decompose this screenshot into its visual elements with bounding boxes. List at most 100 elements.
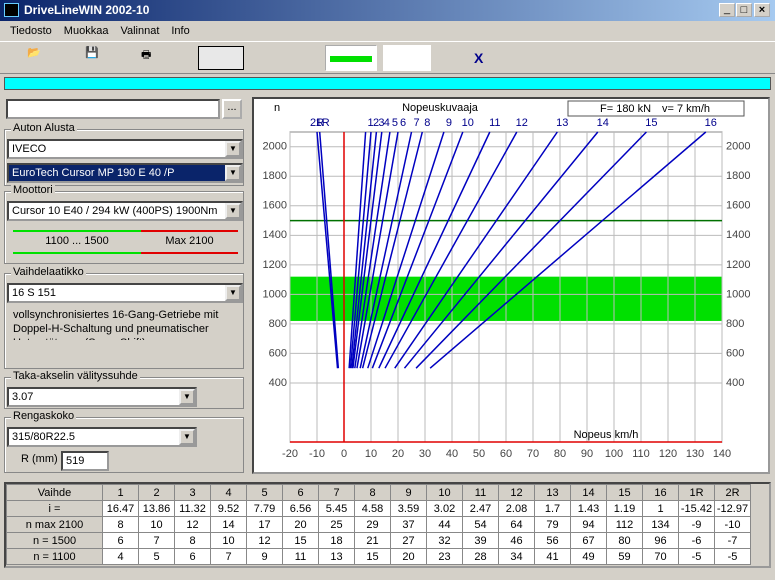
row-label: i = <box>6 500 103 517</box>
axle-group: Taka-akselin välityssuhde 3.07 ▼ <box>4 370 244 409</box>
x-button[interactable]: X <box>474 50 484 66</box>
gear-line <box>367 131 445 369</box>
table-cell: 9.52 <box>210 500 247 517</box>
table-cell: 28 <box>462 548 499 565</box>
gear-line <box>415 131 647 369</box>
gear-label: 3 <box>378 117 384 129</box>
table-cell: 1.43 <box>570 500 607 517</box>
x-tick-label: 140 <box>713 448 731 460</box>
make-select[interactable]: IVECO ▼ <box>7 139 243 159</box>
header-cell: 7 <box>318 484 355 501</box>
header-row: Vaihde 1 2 3 4 5 6 7 8 9 10 11 12 13 14 15 16 1R 2R <box>6 484 751 501</box>
force-text: F= 180 kN <box>600 103 651 115</box>
table-cell: 4 <box>102 548 139 565</box>
browse-button[interactable]: ... <box>222 99 242 119</box>
engine-select[interactable]: Cursor 10 E40 / 294 kW (400PS) 1900Nm ▼ <box>7 201 243 221</box>
table-cell: 49 <box>570 548 607 565</box>
table-cell: -5 <box>678 548 715 565</box>
table-cell: 96 <box>642 532 679 549</box>
info-box <box>567 100 745 117</box>
range-text: 1100 ... 1500 <box>45 235 109 247</box>
table-row: n max 2100 8 10 12 14 17 20 25 29 37 44 54 64 79 94 112… <box>6 516 751 533</box>
y-tick-label-right: 2000 <box>726 141 750 153</box>
header-cell: 9 <box>390 484 427 501</box>
menu-item[interactable]: Valinnat <box>120 25 160 37</box>
table-cell: 3.59 <box>390 500 427 517</box>
table-cell: 79 <box>534 516 571 533</box>
y-tick-label-right: 400 <box>726 377 744 389</box>
table-cell: -10 <box>714 516 751 533</box>
gearbox-group: Vaihdelaatikko 16 S 151 ▼ vollsynchronisi… <box>4 266 244 369</box>
table-cell: 15 <box>282 532 319 549</box>
x-tick-label: 40 <box>446 448 458 460</box>
select-text: 315/80R22.5 <box>12 431 75 443</box>
table-cell: 80 <box>606 532 643 549</box>
header-cell: 2 <box>138 484 175 501</box>
row-label: n = 1100 <box>6 548 103 565</box>
table-cell: 7 <box>210 548 247 565</box>
file-field[interactable] <box>6 99 220 119</box>
y-tick-label-right: 600 <box>726 347 744 359</box>
menu-item[interactable]: Muokkaa <box>63 25 109 37</box>
y-tick-label: 400 <box>269 377 287 389</box>
x-axis-label: Nopeus km/h <box>574 429 639 441</box>
gear-line <box>349 131 372 369</box>
radius-input[interactable]: 519 <box>61 451 109 471</box>
y-axis-label: n <box>274 102 280 114</box>
open-button[interactable]: 📂 <box>26 45 54 71</box>
tyre-select[interactable]: 315/80R22.5 ▼ <box>7 427 197 447</box>
maximize-button[interactable]: □ <box>736 3 752 17</box>
gear-line <box>356 131 399 369</box>
menu-item[interactable]: Tiedosto <box>10 25 52 37</box>
gearbox-select[interactable]: 16 S 151 ▼ <box>7 283 243 303</box>
select-text: 16 S 151 <box>12 287 57 299</box>
header-cell: 1 <box>102 484 139 501</box>
table-cell: 34 <box>498 548 535 565</box>
header-cell: 11 <box>462 484 499 501</box>
table-cell: 20 <box>282 516 319 533</box>
table-cell: 5.45 <box>318 500 355 517</box>
table-cell: -6 <box>678 532 715 549</box>
table-cell: 14 <box>210 516 247 533</box>
table-cell: -7 <box>714 532 751 549</box>
x-tick-label: -10 <box>309 448 325 460</box>
save-button[interactable]: 💾 <box>84 45 112 71</box>
x-tick-label: -20 <box>282 448 298 460</box>
table-cell: 11 <box>282 548 319 565</box>
table-cell: 8 <box>102 516 139 533</box>
table-cell: 9 <box>246 548 283 565</box>
minimize-button[interactable]: _ <box>719 3 735 17</box>
table-row: n = 1100 4 5 6 7 9 11 13 15 20 23 28 34 41 49 59 70 -5 -5 <box>6 548 751 565</box>
gear-label: 1R <box>316 117 330 129</box>
gear-label: 14 <box>597 117 609 129</box>
table-cell: 67 <box>570 532 607 549</box>
chart-panel: n Nopeuskuvaaja F= 180 kN v= 7 km/h -20-… <box>252 97 770 474</box>
gear-line <box>359 131 413 369</box>
y-tick-label-right: 1000 <box>726 288 750 300</box>
table-cell: 10 <box>138 516 175 533</box>
axle-button[interactable] <box>252 46 302 70</box>
chassis-group: Auton Alusta IVECO ▼ EuroTech Cursor MP 1… <box>4 122 244 186</box>
menu-item[interactable]: Info <box>171 25 190 37</box>
table-cell: -9 <box>678 516 715 533</box>
y-tick-label: 800 <box>269 318 287 330</box>
select-text: Cursor 10 E40 / 294 kW (400PS) 1900Nm <box>12 205 218 217</box>
gear-table-panel: Vaihde 1 2 3 4 5 6 7 8 9 10 11 12 13 14 15 16 1R 2R i = 16.4… <box>4 482 771 568</box>
table-cell: 6 <box>102 532 139 549</box>
print-button[interactable]: 🖶 <box>140 45 168 71</box>
close-button[interactable]: × <box>754 3 770 17</box>
engine-button[interactable] <box>198 46 244 70</box>
gear-line <box>361 131 424 369</box>
x-tick-label: 100 <box>605 448 623 460</box>
model-select[interactable]: EuroTech Cursor MP 190 E 40 /P ▼ <box>7 163 243 183</box>
chart-title: Nopeuskuvaaja <box>402 102 479 114</box>
chart-button[interactable] <box>325 45 377 71</box>
header-cell: 8 <box>354 484 391 501</box>
table-cell: 134 <box>642 516 679 533</box>
chart2-button[interactable] <box>383 45 431 71</box>
table-cell: 12 <box>174 516 211 533</box>
max-text: Max 2100 <box>165 235 214 247</box>
axle-select[interactable]: 3.07 ▼ <box>7 387 197 407</box>
y-tick-label-right: 1400 <box>726 229 750 241</box>
